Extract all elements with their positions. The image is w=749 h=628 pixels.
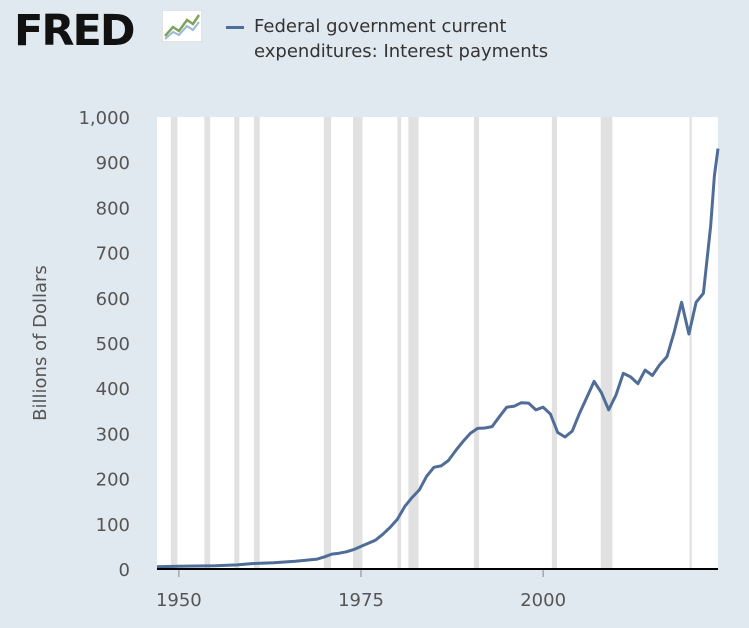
x-tick-label-1: 1975	[338, 590, 384, 611]
y-tick-label-8: 800	[96, 198, 130, 219]
chart-legend[interactable]: Federal government current expenditures:…	[226, 14, 556, 64]
y-tick-label-4: 400	[96, 379, 130, 400]
recession-band-8	[473, 117, 480, 569]
recession-band-6	[397, 117, 402, 569]
fred-logo-text: FRED	[14, 6, 136, 56]
y-tick-label-2: 200	[96, 470, 130, 491]
x-tick-label-0: 1950	[156, 590, 202, 611]
recession-band-4	[323, 117, 332, 569]
legend-label: Federal government current expenditures:…	[254, 16, 549, 62]
recession-band-0	[170, 117, 178, 569]
y-tick-label-10: 1,000	[78, 108, 130, 129]
y-tick-label-3: 300	[96, 424, 130, 445]
y-tick-label-0: 0	[119, 560, 130, 581]
recession-band-9	[551, 117, 557, 569]
recession-band-3	[253, 117, 260, 569]
recession-band-7	[408, 117, 419, 569]
recession-band-11	[689, 117, 692, 569]
series-line-0	[156, 148, 720, 569]
plot-area	[157, 117, 718, 569]
y-tick-label-7: 700	[96, 244, 130, 265]
y-axis-title: Billions of Dollars	[30, 265, 51, 421]
recession-band-10	[600, 117, 613, 569]
legend-line-swatch	[226, 26, 244, 29]
y-tick-label-1: 100	[96, 515, 130, 536]
recession-band-2	[234, 117, 240, 569]
y-tick-label-9: 900	[96, 153, 130, 174]
fred-logo[interactable]: FRED	[14, 10, 202, 53]
y-tick-label-6: 600	[96, 289, 130, 310]
x-tick-label-2: 2000	[520, 590, 566, 611]
recession-band-5	[352, 117, 363, 569]
trend-chart-icon	[162, 10, 202, 42]
y-tick-label-5: 500	[96, 334, 130, 355]
recession-band-1	[204, 117, 211, 569]
